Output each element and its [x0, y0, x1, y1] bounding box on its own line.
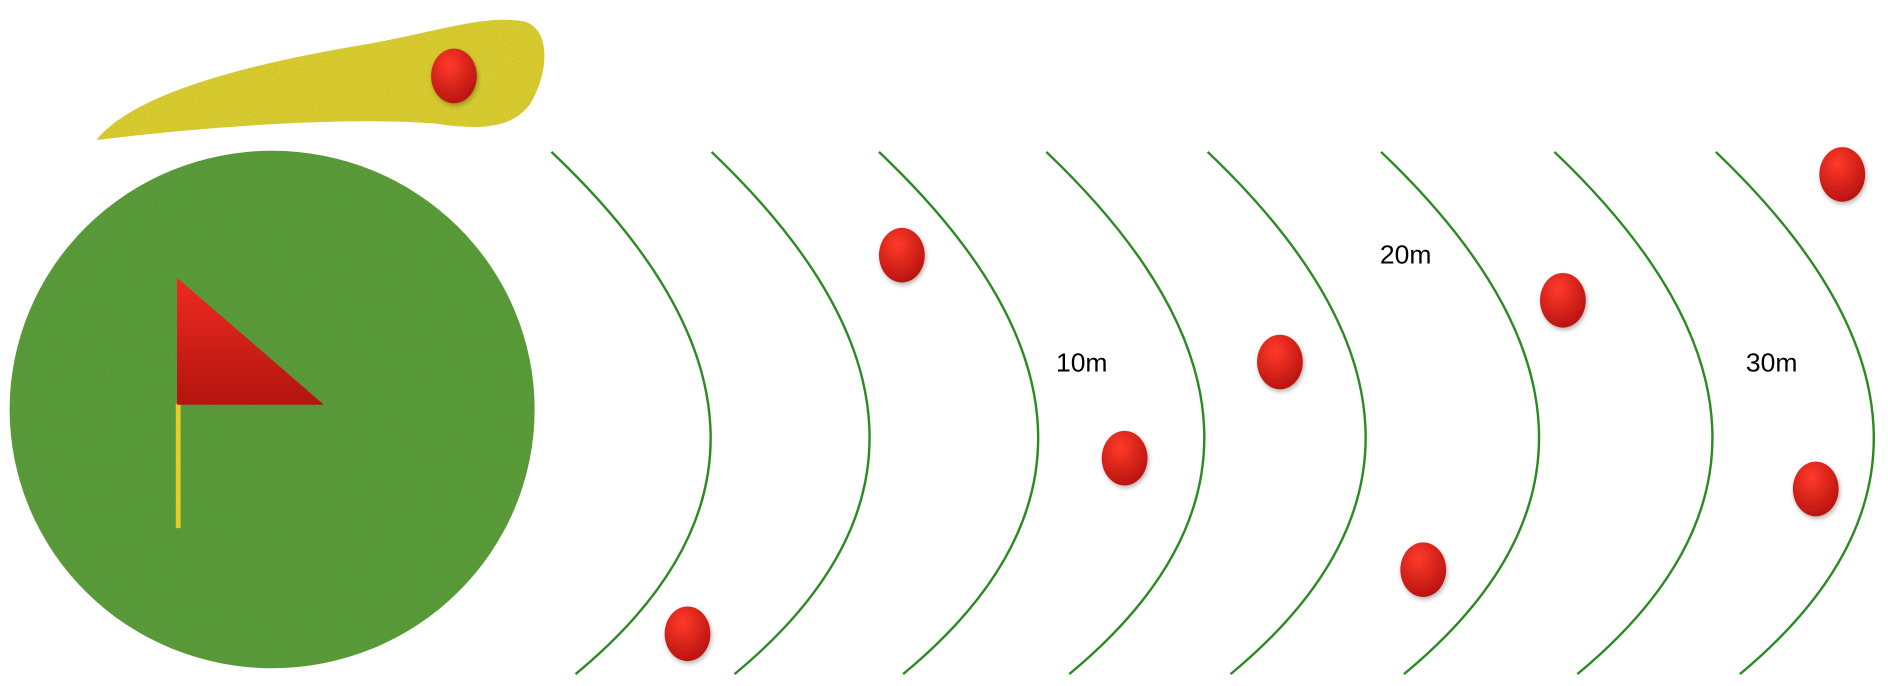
bunker	[96, 19, 545, 141]
distance-label: 10m	[1056, 347, 1108, 377]
flag	[177, 277, 324, 405]
balls	[431, 48, 1866, 662]
green	[9, 150, 535, 669]
arc	[710, 151, 871, 676]
ball	[1101, 430, 1148, 486]
ball	[1792, 461, 1839, 517]
ball	[878, 227, 925, 283]
arc	[1206, 151, 1367, 676]
ball	[1400, 542, 1447, 597]
ball	[1819, 147, 1866, 202]
ball	[431, 48, 477, 104]
distance-label: 20m	[1380, 239, 1432, 269]
arc	[1045, 151, 1206, 676]
arc	[1380, 151, 1541, 676]
arc	[878, 151, 1040, 676]
ball	[1257, 334, 1303, 390]
ball	[1540, 272, 1586, 328]
flag-pole	[175, 403, 181, 529]
ball	[664, 606, 711, 662]
arc	[1714, 151, 1876, 676]
distance-label: 30m	[1746, 347, 1798, 377]
arc	[1553, 151, 1714, 676]
distance-arcs	[550, 151, 1876, 676]
arc	[550, 151, 712, 676]
